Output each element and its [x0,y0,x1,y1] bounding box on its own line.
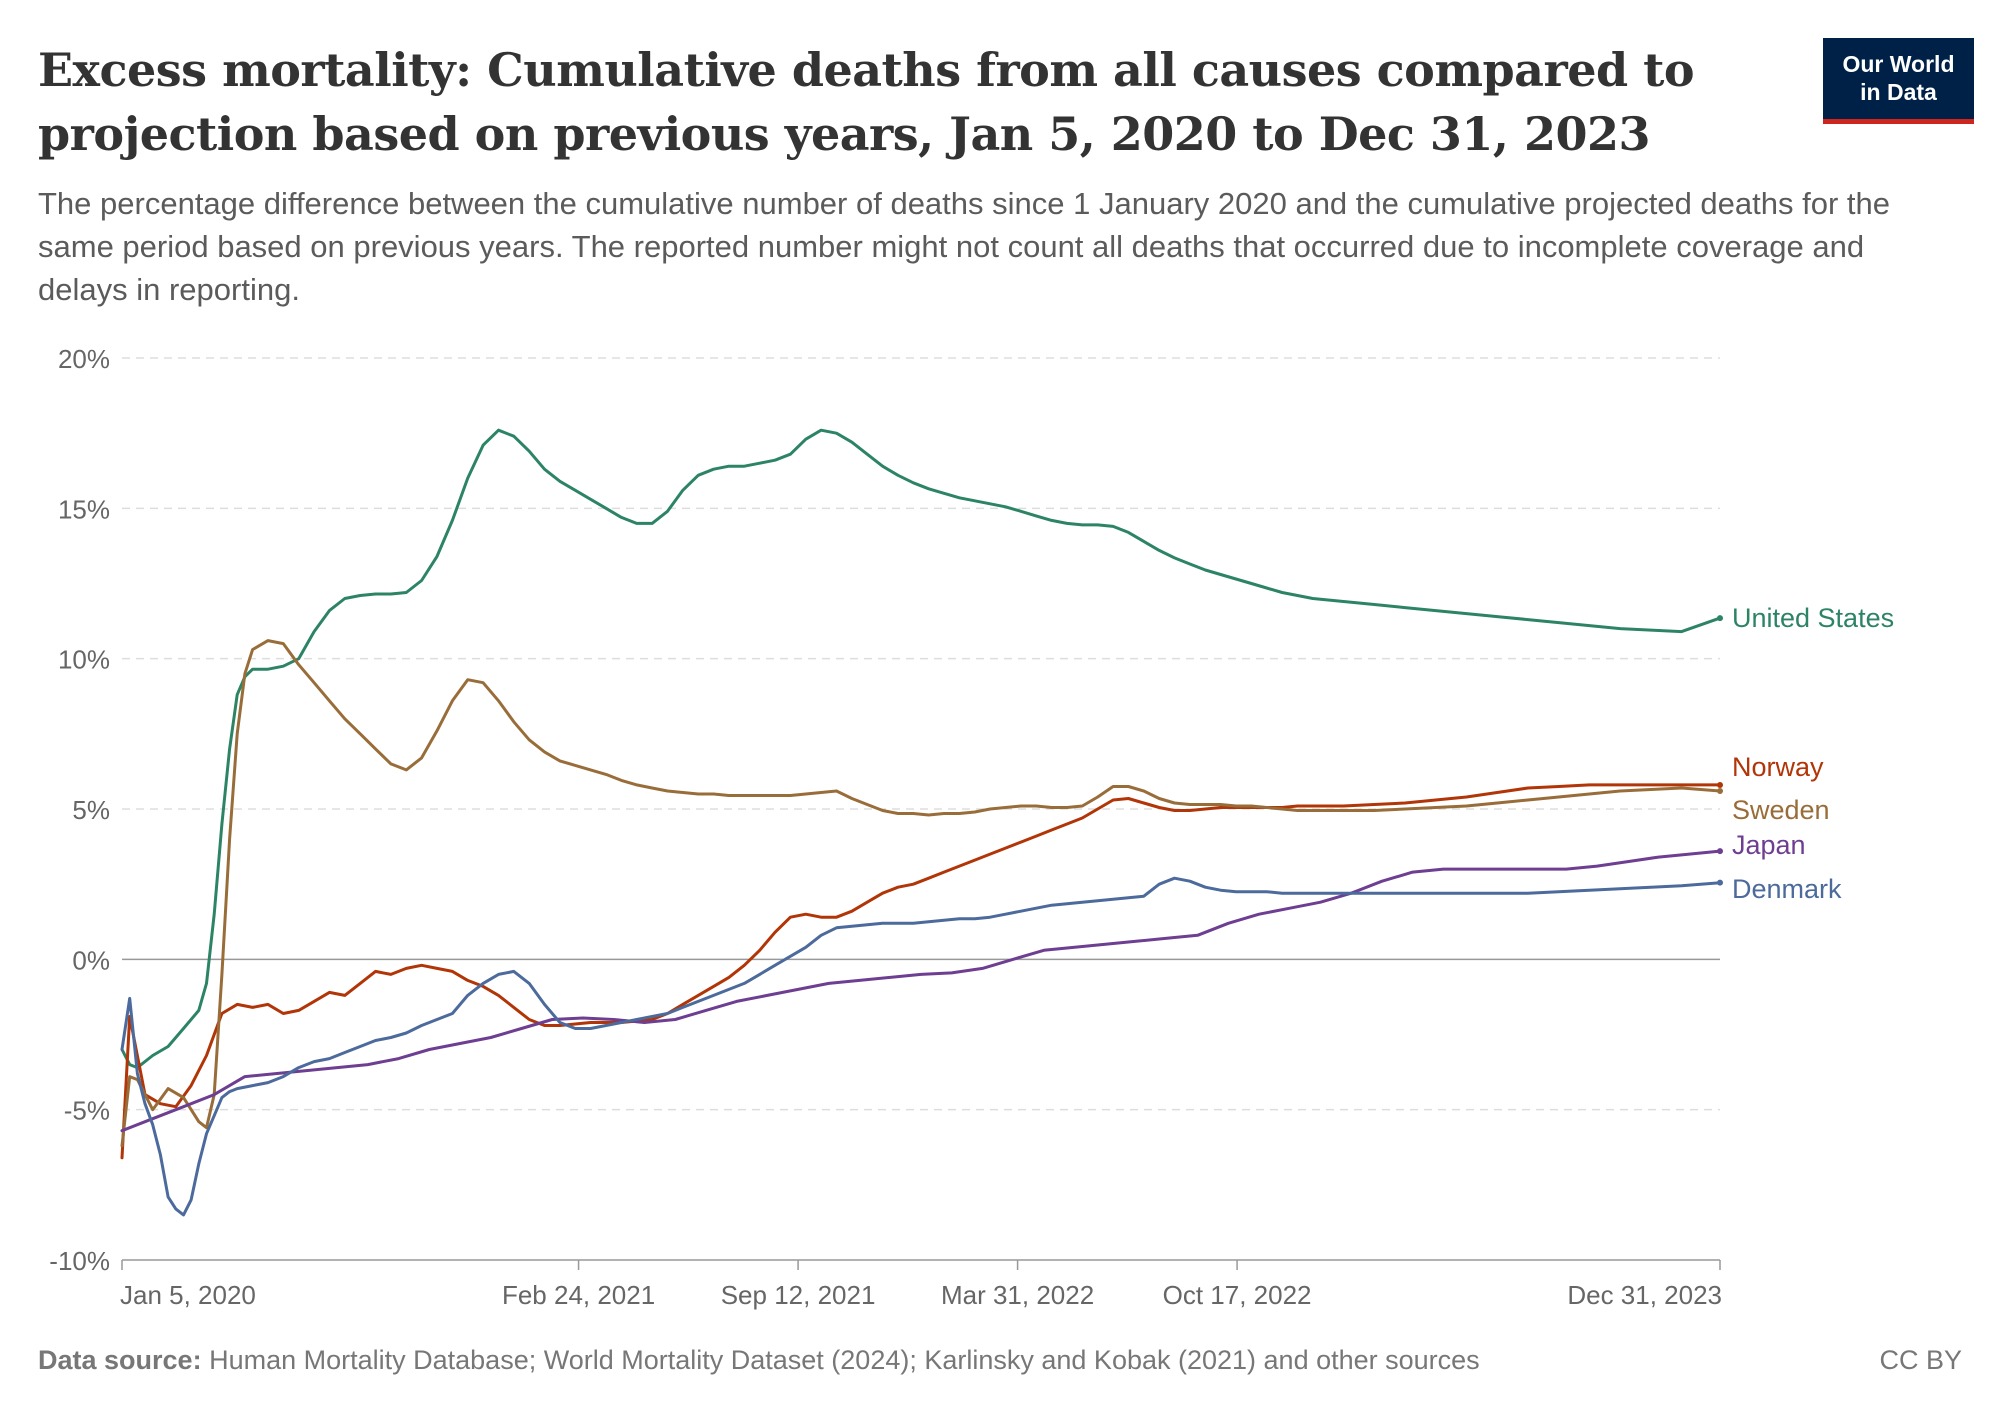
series-lines [120,428,1723,1217]
data-source-text[interactable]: Human Mortality Database; World Mortalit… [209,1345,1480,1375]
series-line-japan [120,849,1722,1133]
x-tick-label: Sep 12, 2021 [721,1280,876,1310]
y-tick-label: 0% [72,945,110,975]
series-label-japan: Japan [1732,830,1806,860]
y-tick-label: -10% [49,1246,110,1276]
series-end-point-norway [1717,781,1723,788]
series-label-sweden: Sweden [1732,795,1830,825]
chart-title: Excess mortality: Cumulative deaths from… [38,43,1695,161]
series-end-point-japan [1717,848,1723,855]
license[interactable]: CC BY [1879,1345,1962,1375]
y-tick-label: 15% [58,494,110,524]
series-end-point-united-states [1717,615,1723,622]
logo-line-1: Our World [1842,51,1955,77]
x-tick-label: Feb 24, 2021 [502,1280,655,1310]
x-tick-label: Oct 17, 2022 [1163,1280,1312,1310]
y-tick-label: 10% [58,645,110,675]
data-source: Data source: Human Mortality Database; W… [38,1345,1480,1376]
x-tick-label: Dec 31, 2023 [1567,1280,1722,1310]
axes: 20% 15% 10% 5% 0% -5% -10% Jan 5, 2020 Feb 24, 2… [49,344,1722,1310]
series-line-united-states [120,428,1722,1070]
data-source-label: Data source: [38,1345,202,1375]
gridlines [122,357,1720,1111]
series-label-norway: Norway [1732,752,1824,782]
series-label-denmark: Denmark [1732,874,1842,904]
series-line-sweden [120,639,1722,1148]
series-label-united-states: United States [1732,603,1894,633]
owid-logo[interactable]: Our World in Data [1823,38,1974,124]
logo-line-2: in Data [1860,79,1937,105]
x-tick-label: Mar 31, 2022 [941,1280,1094,1310]
x-tick-label: Jan 5, 2020 [120,1280,256,1310]
y-tick-label: 20% [58,344,110,374]
series-end-point-denmark [1717,879,1723,886]
series-end-point-sweden [1717,787,1723,794]
series-line-norway [120,783,1722,1160]
chart-subtitle: The percentage difference between the cu… [38,186,1890,307]
series-labels: United States Norway Sweden Japan Denmark [1732,603,1894,904]
y-tick-label: -5% [64,1096,110,1126]
y-tick-label: 5% [72,795,110,825]
series-line-denmark [120,876,1722,1217]
